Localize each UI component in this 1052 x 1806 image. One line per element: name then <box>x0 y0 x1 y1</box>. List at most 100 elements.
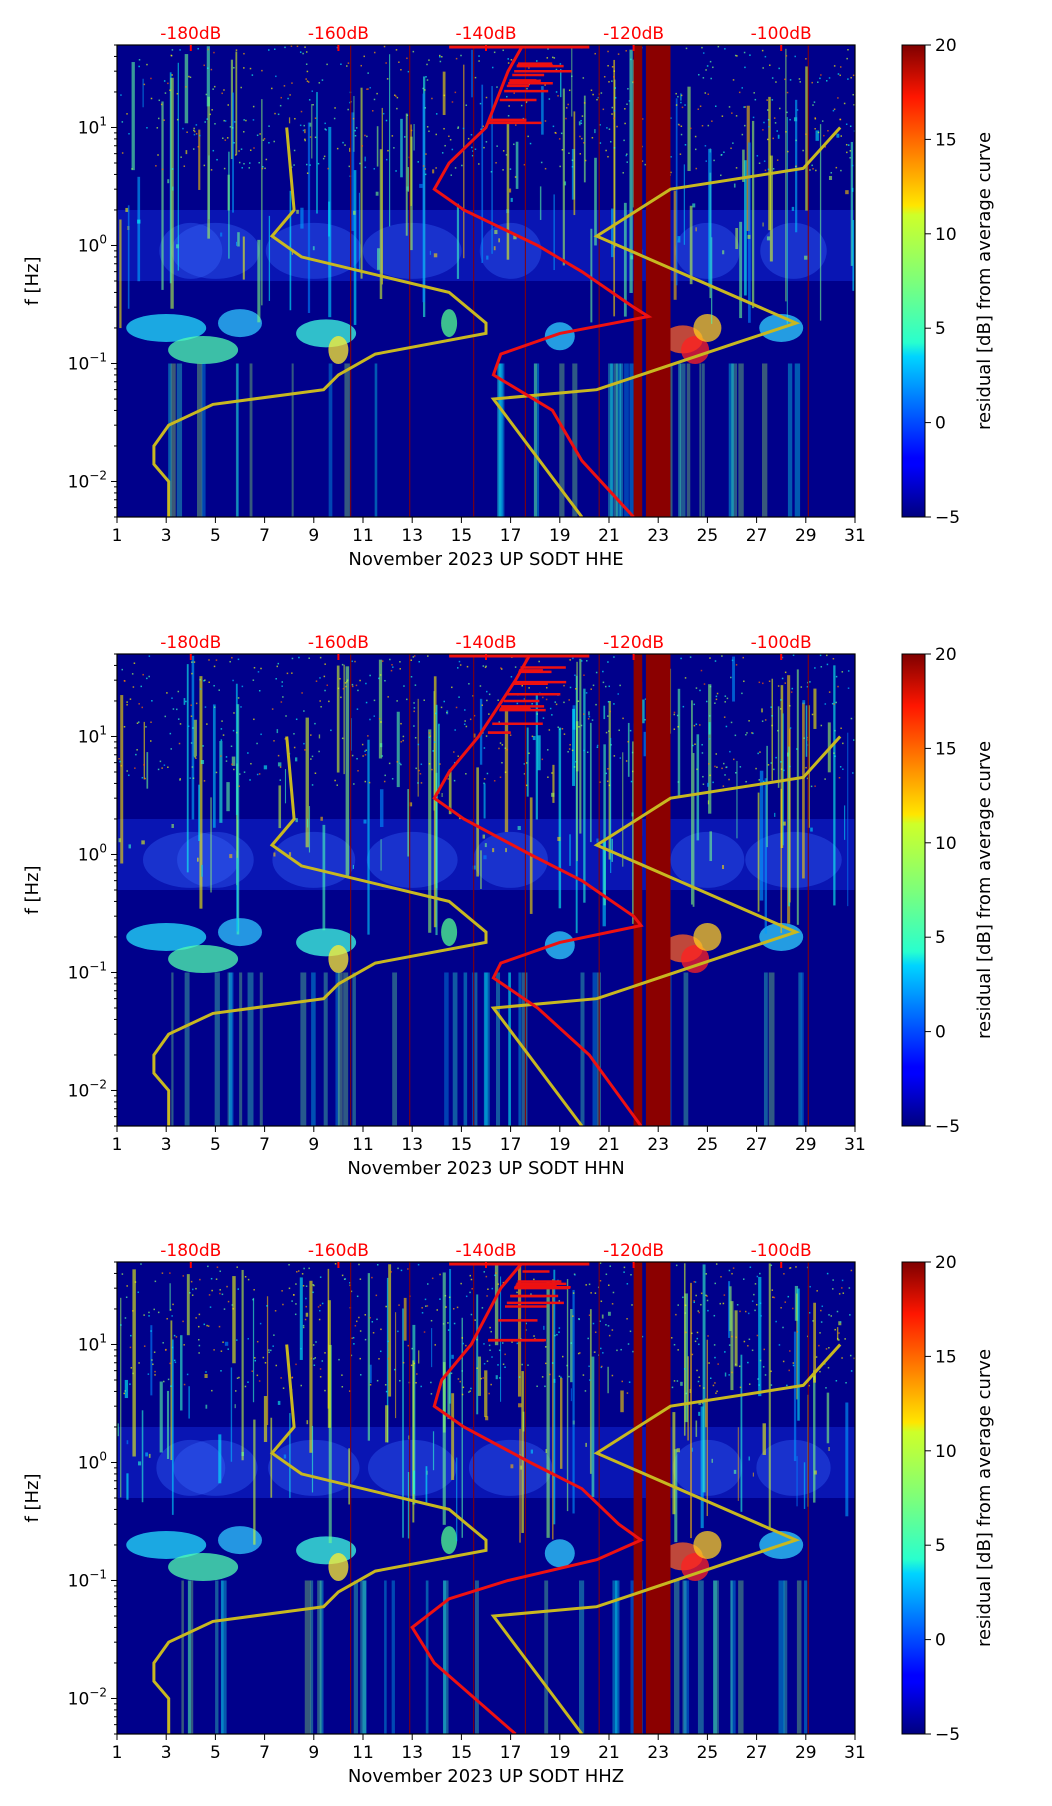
x-tick-label: 5 <box>210 1743 221 1763</box>
average-curve <box>432 654 644 1126</box>
x-axis-title: November 2023 UP SODT HHE <box>348 549 623 570</box>
y-tick-label: 101 <box>78 723 107 747</box>
x-tick-label: 15 <box>451 1743 473 1763</box>
x-tick-label: 17 <box>500 1135 522 1155</box>
colorbar-title: residual [dB] from average curve <box>974 741 995 1039</box>
y-axis-title: f [Hz] <box>22 256 43 305</box>
top-db-label: -160dB <box>308 633 369 653</box>
x-tick-label: 21 <box>598 1135 620 1155</box>
y-tick-label: 100 <box>78 841 107 865</box>
x-tick-label: 5 <box>210 1135 221 1155</box>
colorbar-tick-label: −5 <box>935 508 960 528</box>
colorbar-tick-label: 5 <box>935 1536 946 1556</box>
y-axis-title: f [Hz] <box>22 1473 43 1522</box>
gap-bar <box>645 45 671 517</box>
x-tick-label: 7 <box>259 526 270 546</box>
colorbar-tick-label: 15 <box>935 739 957 759</box>
colorbar-tick-label: 10 <box>935 225 957 245</box>
y-tick-label: 10−1 <box>68 1567 107 1591</box>
reference-curve-low <box>152 1344 488 1734</box>
colorbar-title: residual [dB] from average curve <box>974 132 995 430</box>
x-tick-label: 27 <box>746 1743 768 1763</box>
x-tick-label: 21 <box>598 526 620 546</box>
x-tick-label: 9 <box>308 1743 319 1763</box>
top-db-label: -100dB <box>751 633 812 653</box>
top-db-label: -120dB <box>603 24 664 44</box>
colorbar-tick-label: 5 <box>935 928 946 948</box>
top-db-label: -100dB <box>751 24 812 44</box>
x-tick-label: 3 <box>161 526 172 546</box>
gap-bar <box>645 654 671 1126</box>
x-tick-label: 19 <box>549 1743 571 1763</box>
x-tick-label: 25 <box>697 526 719 546</box>
x-tick-label: 31 <box>844 526 866 546</box>
reference-curve-high <box>490 1343 842 1734</box>
x-tick-label: 11 <box>352 526 374 546</box>
top-db-label: -120dB <box>603 1241 664 1261</box>
x-tick-label: 29 <box>795 526 817 546</box>
y-tick-label: 101 <box>78 1331 107 1355</box>
y-tick-label: 101 <box>78 114 107 138</box>
colorbar-tick-label: 10 <box>935 834 957 854</box>
x-tick-label: 11 <box>352 1135 374 1155</box>
x-tick-label: 29 <box>795 1135 817 1155</box>
colorbar-tick-label: 0 <box>935 1631 946 1651</box>
x-tick-label: 1 <box>112 1743 123 1763</box>
average-curve <box>432 45 653 517</box>
top-db-label: -160dB <box>308 1241 369 1261</box>
top-db-label: -160dB <box>308 24 369 44</box>
x-tick-label: 9 <box>308 526 319 546</box>
top-db-label: -180dB <box>160 1241 221 1261</box>
x-tick-label: 25 <box>697 1743 719 1763</box>
x-tick-label: 7 <box>259 1743 270 1763</box>
x-tick-label: 21 <box>598 1743 620 1763</box>
x-tick-label: 27 <box>746 526 768 546</box>
x-tick-label: 29 <box>795 1743 817 1763</box>
x-tick-label: 17 <box>500 526 522 546</box>
colorbar-tick-label: 5 <box>935 319 946 339</box>
top-db-label: -140dB <box>455 633 516 653</box>
x-tick-label: 7 <box>259 1135 270 1155</box>
x-tick-label: 19 <box>549 526 571 546</box>
top-db-label: -180dB <box>160 24 221 44</box>
colorbar <box>901 1261 926 1735</box>
colorbar-title: residual [dB] from average curve <box>974 1349 995 1647</box>
x-tick-label: 23 <box>647 1743 669 1763</box>
colorbar-tick-label: 10 <box>935 1442 957 1462</box>
x-tick-label: 27 <box>746 1135 768 1155</box>
colorbar <box>901 653 926 1127</box>
colorbar-tick-label: 15 <box>935 1347 957 1367</box>
gap-bar <box>633 654 643 1126</box>
spectrogram-background <box>117 654 855 1126</box>
x-tick-label: 17 <box>500 1743 522 1763</box>
top-db-label: -140dB <box>455 1241 516 1261</box>
top-db-label: -120dB <box>603 633 664 653</box>
x-tick-label: 31 <box>844 1135 866 1155</box>
x-tick-label: 15 <box>451 526 473 546</box>
top-db-label: -180dB <box>160 633 221 653</box>
y-tick-label: 10−1 <box>68 959 107 983</box>
x-tick-label: 3 <box>161 1743 172 1763</box>
x-tick-label: 1 <box>112 1135 123 1155</box>
x-tick-label: 19 <box>549 1135 571 1155</box>
y-tick-label: 100 <box>78 232 107 256</box>
x-tick-label: 23 <box>647 1135 669 1155</box>
x-tick-label: 15 <box>451 1135 473 1155</box>
gap-bar <box>633 45 643 517</box>
y-tick-label: 10−2 <box>68 468 107 492</box>
x-tick-label: 3 <box>161 1135 172 1155</box>
colorbar-tick-label: 0 <box>935 414 946 434</box>
colorbar-tick-label: 20 <box>935 1253 957 1273</box>
top-db-label: -140dB <box>455 24 516 44</box>
x-axis-title: November 2023 UP SODT HHZ <box>348 1766 624 1787</box>
colorbar-tick-label: 20 <box>935 36 957 56</box>
x-tick-label: 25 <box>697 1135 719 1155</box>
x-tick-label: 13 <box>401 526 423 546</box>
reference-curve-high <box>490 735 842 1126</box>
y-tick-label: 10−1 <box>68 350 107 374</box>
x-tick-label: 9 <box>308 1135 319 1155</box>
x-tick-label: 5 <box>210 526 221 546</box>
x-tick-label: 13 <box>401 1743 423 1763</box>
